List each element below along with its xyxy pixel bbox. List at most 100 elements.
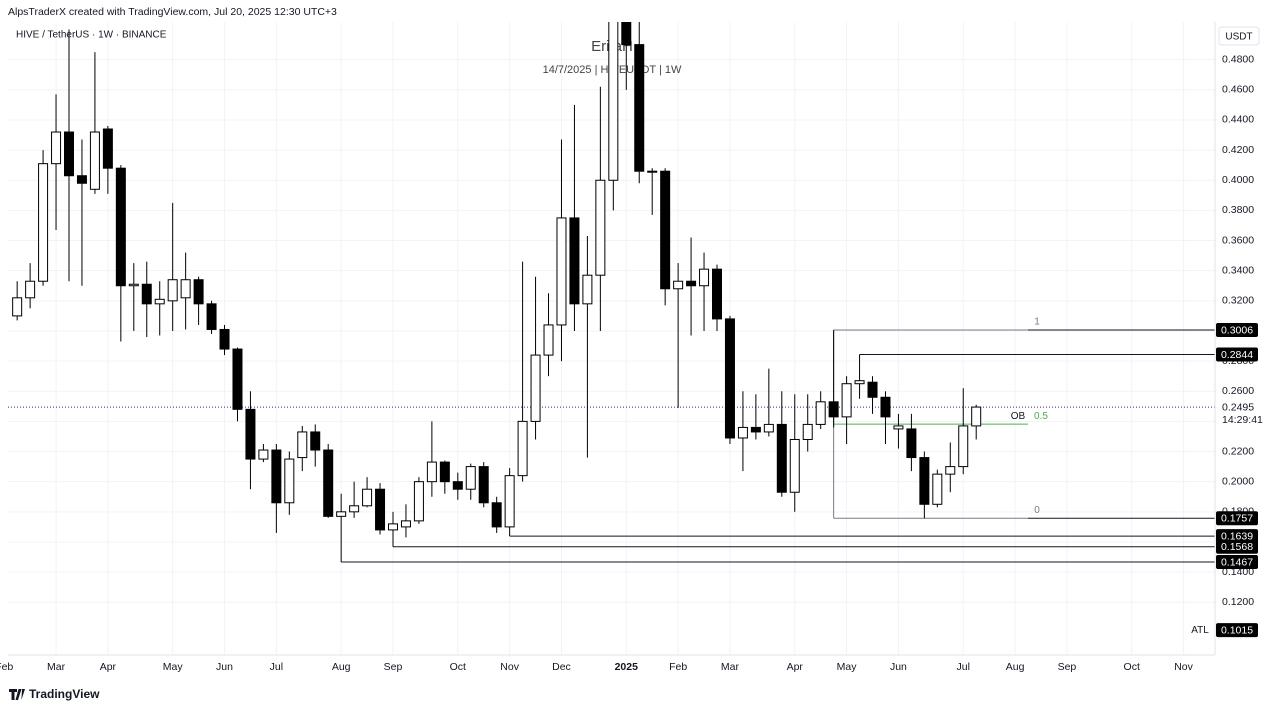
candle-body xyxy=(362,488,373,507)
candle-body xyxy=(660,170,671,290)
candle-body xyxy=(595,179,606,276)
candle-body xyxy=(958,425,969,468)
x-tick-label: Nov xyxy=(500,661,519,673)
current-price-bg xyxy=(1216,400,1264,428)
candle-body xyxy=(491,502,502,528)
candle-body xyxy=(38,163,49,282)
x-tick-label: Feb xyxy=(669,661,687,673)
price-tag-bg xyxy=(1216,323,1258,338)
candle-body xyxy=(621,22,632,46)
zone-label: OB xyxy=(1011,411,1026,422)
candle-body xyxy=(25,280,36,299)
x-tick-label: Aug xyxy=(332,661,351,673)
candle-body xyxy=(945,466,956,475)
candle-body xyxy=(543,324,554,356)
candle-body xyxy=(763,423,774,433)
candle-body xyxy=(893,425,904,430)
candle-body xyxy=(530,354,541,422)
candle-body xyxy=(608,22,619,181)
candle-body xyxy=(647,170,658,173)
atl-tag-bg xyxy=(1216,623,1258,638)
annotations: 1 0.5 OB 0 xyxy=(8,317,1215,563)
x-tick-label: Aug xyxy=(1006,661,1025,673)
candle-body xyxy=(154,298,165,305)
credit: AlpsTraderX created with TradingView.com… xyxy=(8,6,337,18)
candle-body xyxy=(919,457,930,505)
atl-tag: 0.1015 xyxy=(1221,624,1253,636)
y-tick-label: 0.3200 xyxy=(1222,295,1254,307)
x-tick-label: May xyxy=(163,661,184,673)
y-tick-label: 0.2200 xyxy=(1222,445,1254,457)
symbol: HIVE / TetherUS · 1W · BINANCE xyxy=(16,30,167,41)
y-tick-label: 0.2000 xyxy=(1222,475,1254,487)
candle-body xyxy=(569,217,580,305)
candle-body xyxy=(297,431,308,459)
price-tag-bg xyxy=(1216,539,1258,554)
candle-body xyxy=(102,128,113,169)
y-tick-label: 0.1200 xyxy=(1222,596,1254,608)
price-tag-bg xyxy=(1216,511,1258,526)
price-tag: 0.1757 xyxy=(1221,513,1253,525)
candle-body xyxy=(906,428,917,459)
y-tick-label: 0.3400 xyxy=(1222,264,1254,276)
candle-body xyxy=(336,511,347,517)
unit-box xyxy=(1218,26,1260,46)
candle-body xyxy=(699,268,710,287)
candle-body xyxy=(388,523,398,531)
candle-body xyxy=(375,488,386,531)
y-tick-label: 0.4600 xyxy=(1222,84,1254,96)
candle-body xyxy=(89,131,100,190)
price-tag-bg xyxy=(1216,529,1258,544)
x-tick-label: Dec xyxy=(552,661,571,673)
fib-label: 0.5 xyxy=(1034,411,1048,422)
candle-body xyxy=(737,426,748,439)
candle-body xyxy=(349,505,360,513)
current-price: 0.2495 xyxy=(1222,401,1254,413)
x-tick-label: Feb xyxy=(0,661,13,673)
candle-body xyxy=(465,466,476,490)
x-tick-label: Oct xyxy=(1124,661,1140,673)
y-tick-label: 0.4800 xyxy=(1222,53,1254,65)
candle-body xyxy=(426,461,437,483)
x-tick-label: Mar xyxy=(47,661,66,673)
candles xyxy=(12,22,982,563)
candle-body xyxy=(258,449,269,460)
x-tick-label: Jun xyxy=(216,661,233,673)
candle-body xyxy=(323,449,334,517)
candle-body xyxy=(245,408,256,460)
candle-body xyxy=(413,481,424,522)
fib-label: 0 xyxy=(1034,505,1040,516)
candle-body xyxy=(880,396,891,418)
candle-body xyxy=(971,406,982,427)
fib-label: 1 xyxy=(1034,317,1040,328)
candle-body xyxy=(51,131,62,165)
candle-body xyxy=(128,283,139,287)
candle-body xyxy=(310,431,321,451)
candle-body xyxy=(712,268,722,320)
y-tick-label: 0.4400 xyxy=(1222,114,1254,126)
price-tag: 0.2844 xyxy=(1221,349,1253,361)
x-tick-label: Apr xyxy=(100,661,117,673)
y-tick-label: 0.2600 xyxy=(1222,385,1254,397)
y-tick-label: 0.3800 xyxy=(1222,204,1254,216)
candle-body xyxy=(206,303,217,330)
y-tick-label: 0.4000 xyxy=(1222,174,1254,186)
x-tick-label: Sep xyxy=(384,661,403,673)
x-tick-label: Apr xyxy=(787,661,804,673)
candle-body xyxy=(167,279,178,302)
candle-body xyxy=(478,466,489,504)
candle-body xyxy=(815,401,826,425)
countdown: 14:29:41 xyxy=(1222,414,1263,426)
candle-body xyxy=(724,318,735,439)
candle-body xyxy=(452,481,463,490)
candle-body xyxy=(141,283,152,305)
candle-body xyxy=(673,280,684,290)
candle-body xyxy=(556,217,567,326)
x-tick-label: Jun xyxy=(890,661,907,673)
price-tag-bg xyxy=(1216,555,1258,570)
x-tick-label: Nov xyxy=(1174,661,1193,673)
x-tick-label: Jul xyxy=(957,661,970,673)
logo: TradingView xyxy=(29,687,100,701)
